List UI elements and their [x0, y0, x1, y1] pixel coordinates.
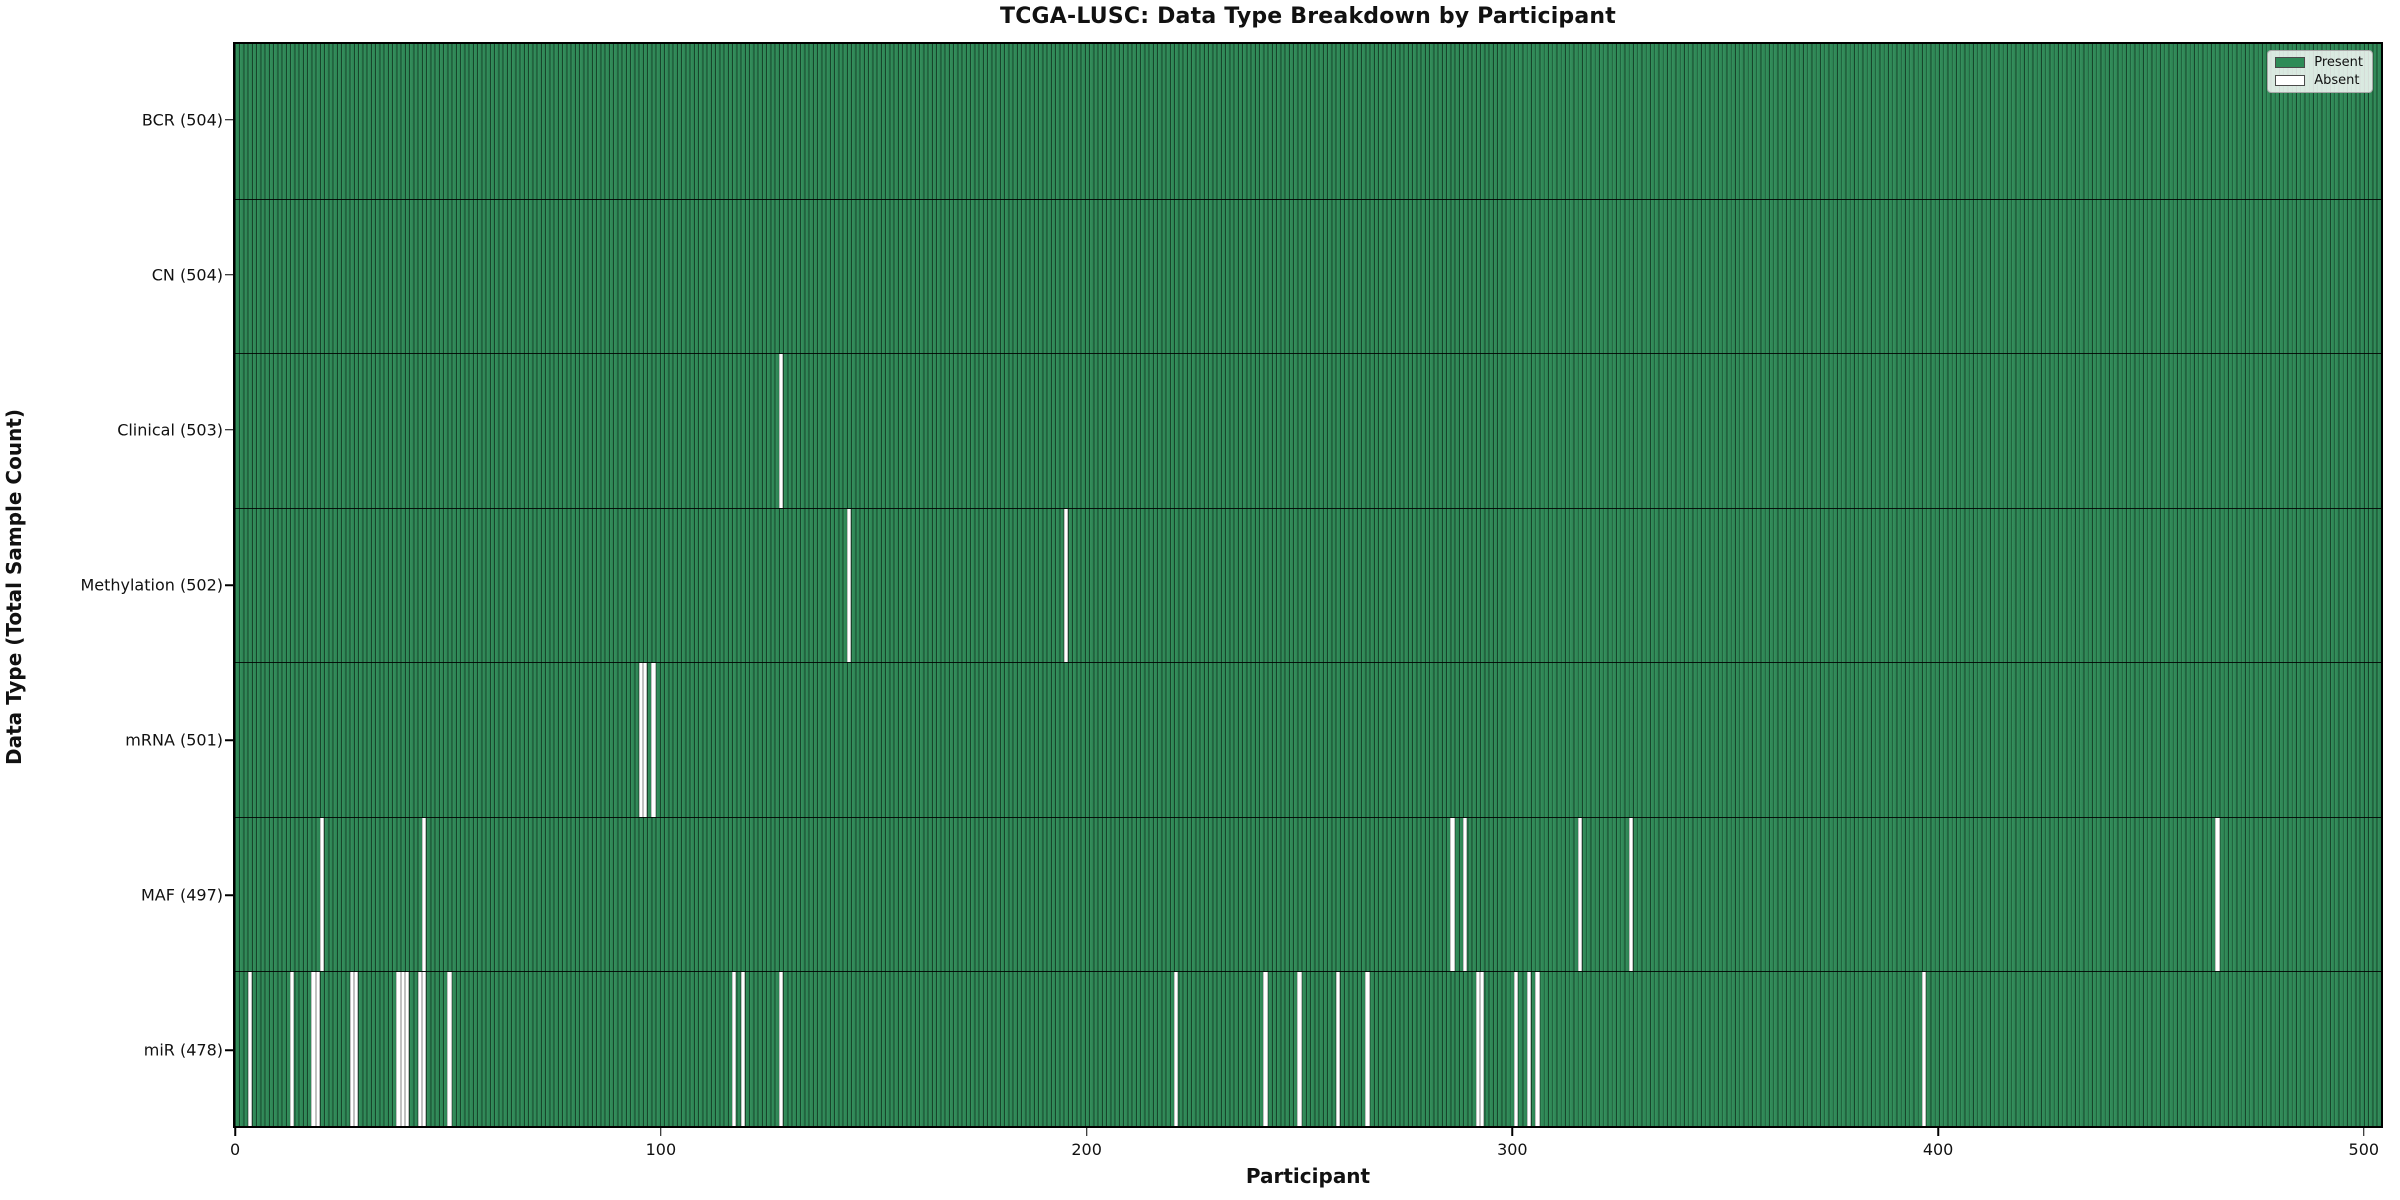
x-axis-label: Participant [1245, 1164, 1371, 1188]
x-tick-mark [660, 1128, 662, 1136]
x-tick-label: 100 [645, 1140, 677, 1159]
legend-entry-present: Present [2275, 56, 2363, 69]
legend: Present Absent [2267, 50, 2373, 93]
x-tick-label: 0 [230, 1140, 241, 1159]
y-tick-label-BCR: BCR (504) [141, 110, 223, 130]
legend-present-swatch [2275, 57, 2306, 68]
absent-mark [349, 972, 354, 1126]
absent-mark [404, 972, 410, 1126]
absent-mark [1063, 508, 1068, 663]
y-tick-mark [225, 894, 233, 897]
y-tick-mark [225, 429, 233, 431]
heatmap-row-BCR [235, 44, 2381, 199]
absent-mark [1577, 817, 1583, 972]
absent-mark [1514, 972, 1519, 1126]
x-tick-mark [1511, 1128, 1514, 1136]
absent-mark [1263, 972, 1268, 1126]
absent-mark [1628, 817, 1634, 972]
absent-mark [1365, 972, 1370, 1126]
y-tick-label-miR: miR (478) [143, 1040, 223, 1060]
absent-mark [421, 817, 427, 972]
y-tick-mark [225, 273, 233, 276]
absent-mark [642, 663, 648, 817]
absent-mark [417, 972, 422, 1126]
absent-mark [1297, 972, 1302, 1126]
absent-mark [732, 972, 737, 1126]
absent-mark [1174, 972, 1179, 1126]
absent-mark [400, 972, 405, 1126]
legend-absent-label: Absent [2314, 73, 2360, 88]
absent-mark [778, 972, 784, 1126]
heatmap-rows [235, 44, 2381, 1126]
y-tick-label-CN: CN (504) [151, 265, 223, 285]
x-tick-label: 400 [1922, 1140, 1954, 1159]
x-tick-mark [1085, 1128, 1088, 1136]
absent-mark [447, 972, 452, 1126]
y-tick-label-Clinical: Clinical (503) [117, 420, 223, 440]
y-tick-mark [225, 118, 233, 121]
absent-mark [2215, 817, 2220, 972]
absent-mark [1450, 817, 1455, 972]
plot-area: Present Absent [233, 42, 2383, 1128]
absent-mark [319, 817, 325, 972]
heatmap-row-mRNA [235, 662, 2381, 817]
absent-mark [247, 972, 252, 1126]
y-axis-label: Data Type (Total Sample Count) [2, 408, 26, 766]
absent-mark [1335, 972, 1340, 1126]
absent-mark [421, 972, 427, 1126]
absent-mark [778, 354, 784, 508]
y-tick-label-MAF: MAF (497) [140, 885, 223, 905]
legend-absent-swatch [2275, 75, 2306, 86]
heatmap-row-Clinical [235, 353, 2381, 508]
absent-mark [396, 972, 401, 1126]
x-tick-mark [1937, 1128, 1939, 1136]
absent-mark [1475, 972, 1481, 1126]
y-tick-mark [225, 739, 233, 741]
chart-title: TCGA-LUSC: Data Type Breakdown by Partic… [999, 4, 1617, 29]
y-tick-label-mRNA: mRNA (501) [125, 730, 223, 750]
y-tick-mark [225, 1049, 233, 1052]
x-tick-label: 500 [2348, 1140, 2380, 1159]
absent-mark [315, 972, 320, 1126]
x-tick-mark [2363, 1128, 2365, 1136]
absent-mark [353, 972, 359, 1126]
x-tick-mark [234, 1128, 236, 1136]
absent-mark [1535, 972, 1540, 1126]
y-tick-mark [225, 584, 233, 586]
absent-mark [290, 972, 295, 1126]
heatmap-row-MAF [235, 816, 2381, 972]
heatmap-row-Methylation [235, 507, 2381, 663]
x-tick-label: 200 [1071, 1140, 1102, 1159]
absent-mark [1922, 972, 1927, 1126]
absent-mark [1526, 972, 1532, 1126]
absent-mark [1480, 972, 1485, 1126]
absent-mark [651, 663, 656, 817]
legend-entry-absent: Absent [2275, 74, 2363, 87]
x-tick-label: 300 [1497, 1140, 1528, 1159]
legend-present-label: Present [2314, 55, 2363, 70]
absent-mark [1463, 817, 1468, 972]
absent-mark [740, 972, 745, 1126]
heatmap-row-miR [235, 971, 2381, 1126]
absent-mark [311, 972, 316, 1126]
absent-mark [846, 508, 852, 663]
absent-mark [638, 663, 643, 817]
heatmap-row-CN [235, 198, 2381, 354]
y-tick-label-Methylation: Methylation (502) [80, 575, 223, 595]
